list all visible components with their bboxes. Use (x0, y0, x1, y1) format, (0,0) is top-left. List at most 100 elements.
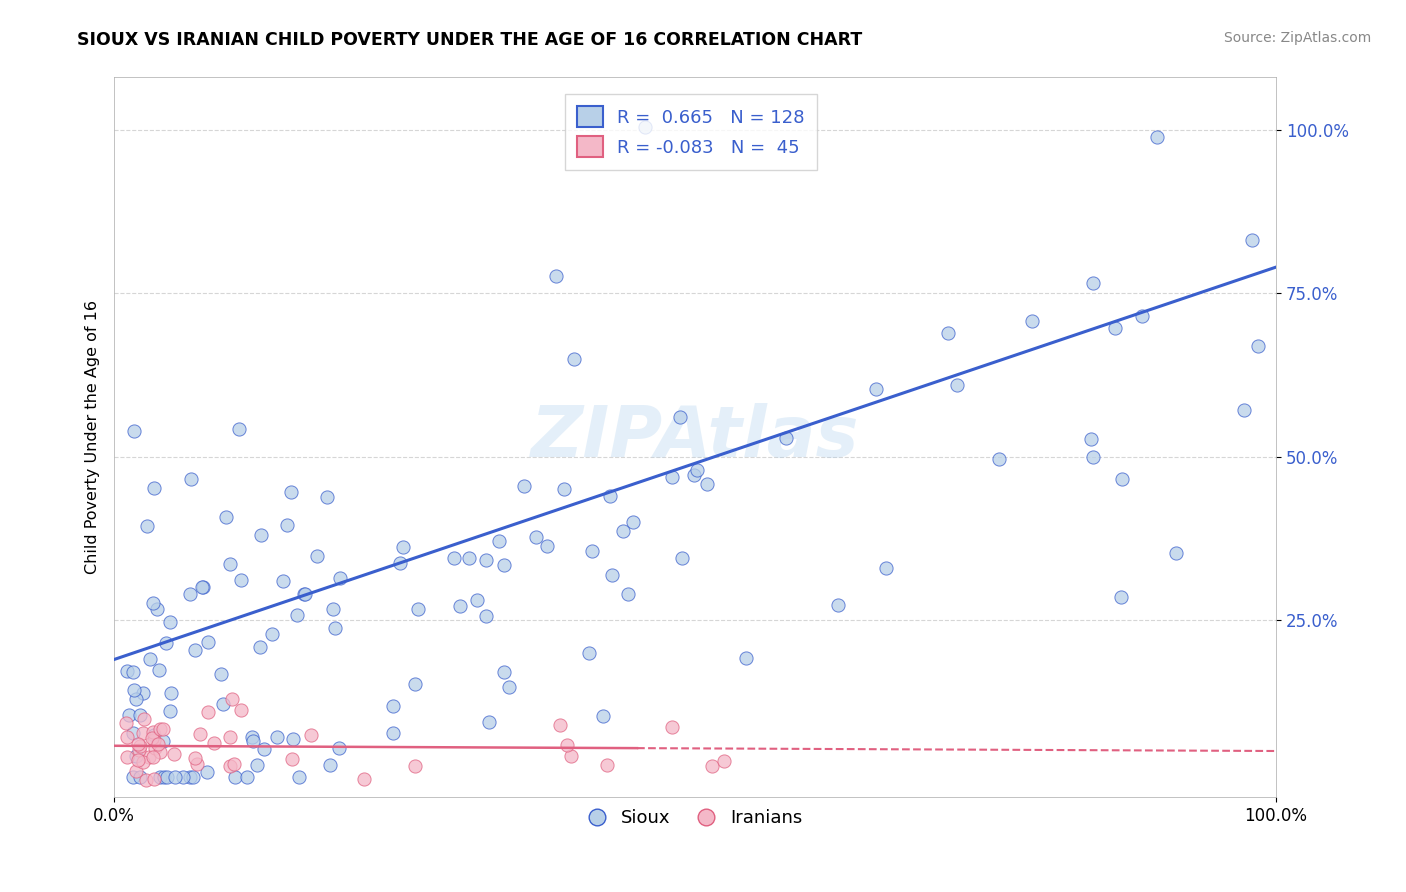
Point (117, 749, 139, 764)
Point (142, 481, 165, 495)
Point (242, 734, 264, 748)
Point (492, 558, 515, 573)
Point (202, 736, 225, 750)
Point (155, 636, 177, 650)
Point (124, 691, 146, 706)
Point (1240, 233, 1263, 247)
Point (235, 770, 257, 784)
Point (546, 268, 568, 283)
Point (299, 728, 322, 742)
Point (132, 686, 155, 700)
Point (562, 351, 585, 366)
Point (122, 726, 145, 740)
Point (280, 485, 302, 500)
Point (1166, 546, 1188, 560)
Point (406, 601, 429, 615)
Point (329, 571, 352, 585)
Point (129, 770, 152, 784)
Point (136, 518, 159, 533)
Point (141, 731, 163, 745)
Point (240, 730, 263, 744)
Point (294, 586, 316, 600)
Point (127, 737, 149, 751)
Point (129, 708, 152, 723)
Point (262, 627, 284, 641)
Point (392, 540, 415, 554)
Point (142, 749, 165, 764)
Point (1111, 472, 1133, 486)
Point (122, 770, 145, 784)
Point (700, 759, 723, 773)
Point (1130, 310, 1153, 324)
Point (599, 489, 621, 503)
Point (132, 713, 155, 727)
Point (457, 550, 479, 565)
Point (152, 734, 174, 748)
Point (142, 725, 165, 739)
Point (139, 652, 162, 666)
Point (592, 709, 614, 723)
Point (163, 770, 186, 784)
Point (775, 431, 797, 445)
Point (122, 665, 145, 679)
Point (875, 561, 897, 575)
Point (184, 750, 207, 764)
Point (148, 737, 170, 751)
Point (683, 468, 706, 483)
Point (988, 451, 1011, 466)
Point (138, 749, 160, 764)
Point (578, 646, 600, 660)
Point (229, 703, 252, 717)
Text: ZIPAtlas: ZIPAtlas (531, 402, 859, 472)
Point (328, 741, 350, 756)
Point (145, 601, 167, 615)
Point (475, 608, 498, 623)
Point (229, 573, 252, 587)
Point (661, 720, 683, 734)
Point (581, 544, 603, 558)
Point (132, 755, 155, 769)
Point (142, 596, 165, 610)
Point (827, 599, 849, 613)
Point (946, 377, 969, 392)
Point (713, 754, 735, 768)
Point (142, 729, 165, 743)
Point (600, 568, 623, 582)
Point (266, 730, 288, 744)
Point (382, 698, 405, 713)
Point (143, 733, 166, 747)
Point (617, 587, 640, 601)
Point (596, 758, 619, 772)
Point (276, 518, 298, 533)
Point (159, 615, 181, 630)
Point (115, 664, 138, 678)
Point (281, 731, 304, 746)
Point (696, 476, 718, 491)
Point (1109, 590, 1132, 604)
Point (245, 758, 267, 772)
Point (389, 557, 412, 571)
Point (224, 770, 246, 784)
Point (633, 120, 655, 135)
Point (536, 539, 558, 553)
Point (218, 557, 240, 571)
Point (143, 772, 166, 786)
Point (125, 764, 148, 778)
Point (215, 510, 238, 524)
Point (281, 751, 304, 765)
Point (228, 422, 250, 436)
Point (163, 747, 186, 761)
Point (122, 682, 145, 697)
Point (322, 602, 344, 616)
Point (172, 770, 194, 784)
Point (623, 515, 645, 529)
Point (465, 592, 488, 607)
Text: SIOUX VS IRANIAN CHILD POVERTY UNDER THE AGE OF 16 CORRELATION CHART: SIOUX VS IRANIAN CHILD POVERTY UNDER THE… (77, 31, 862, 49)
Point (288, 770, 311, 784)
Point (197, 705, 219, 719)
Point (186, 756, 208, 771)
Point (153, 770, 176, 784)
Point (222, 757, 245, 772)
Point (250, 528, 273, 542)
Point (548, 718, 571, 732)
